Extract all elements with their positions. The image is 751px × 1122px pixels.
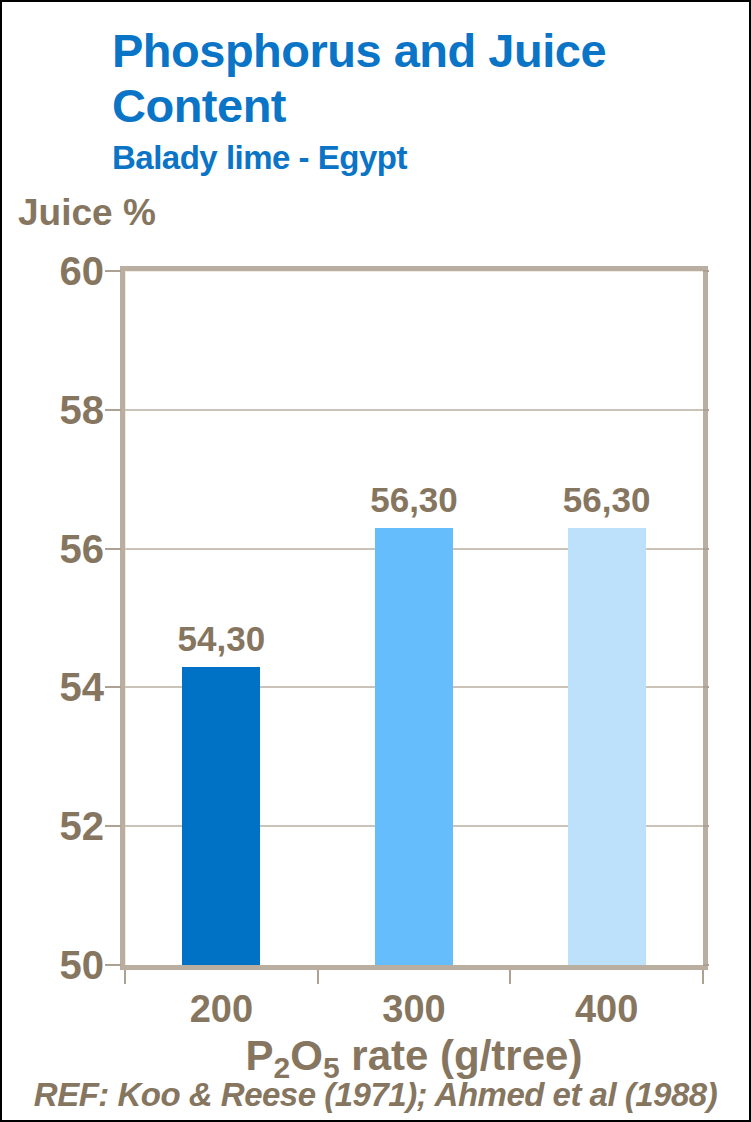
y-tick-label: 54 — [26, 667, 104, 707]
y-tick-mark — [703, 409, 709, 411]
x-axis-title-text: O — [290, 1032, 323, 1079]
y-tick-mark — [703, 964, 709, 966]
x-tick-mark — [702, 970, 704, 984]
y-tick-label: 52 — [26, 806, 104, 846]
bar-300: 56,30 — [375, 528, 453, 965]
x-tick-mark — [317, 970, 319, 984]
y-tick-label: 60 — [26, 251, 104, 291]
y-tick-label: 58 — [26, 390, 104, 430]
y-tick-mark — [105, 548, 121, 550]
y-tick-mark — [703, 825, 709, 827]
y-axis-tick-labels: 505254565860 — [26, 271, 104, 965]
bar-value-label: 54,30 — [178, 621, 266, 656]
y-tick-mark — [105, 964, 121, 966]
bar-400: 56,30 — [568, 528, 646, 965]
bar-200: 54,30 — [182, 667, 260, 965]
gridline-y58 — [125, 409, 703, 411]
reference-footer: REF: Koo & Reese (1971); Ahmed et al (19… — [2, 1076, 749, 1114]
x-axis-title-text: rate (g/tree) — [340, 1032, 583, 1079]
y-tick-mark — [703, 686, 709, 688]
y-tick-mark — [105, 825, 121, 827]
slide-chart-page: { "page": { "title": "Phosphorus and Jui… — [0, 0, 751, 1122]
y-tick-label: 56 — [26, 529, 104, 569]
y-tick-mark — [703, 548, 709, 550]
plot-area: 54,30 56,30 56,30 — [120, 266, 708, 970]
chart-title: Phosphorus and Juice Content — [112, 24, 692, 133]
y-tick-mark — [105, 686, 121, 688]
chart-subtitle: Balady lime - Egypt — [112, 139, 692, 177]
x-tick-mark — [124, 970, 126, 984]
y-tick-mark — [105, 270, 121, 272]
title-block: Phosphorus and Juice Content Balady lime… — [112, 24, 692, 177]
x-tick-mark — [509, 970, 511, 984]
bar-value-label: 56,30 — [370, 482, 458, 517]
bar-value-label: 56,30 — [563, 482, 651, 517]
x-axis-tick-labels: 200 300 400 — [125, 990, 703, 1030]
y-tick-mark — [703, 270, 709, 272]
x-tick-label: 400 — [575, 990, 638, 1028]
x-tick-label: 200 — [190, 990, 253, 1028]
y-axis-title: Juice % — [18, 192, 156, 234]
x-axis-title-text: P — [246, 1032, 274, 1079]
x-tick-label: 300 — [382, 990, 445, 1028]
y-tick-mark — [105, 409, 121, 411]
plot-inner: 54,30 56,30 56,30 — [125, 271, 703, 965]
y-tick-label: 50 — [26, 945, 104, 985]
